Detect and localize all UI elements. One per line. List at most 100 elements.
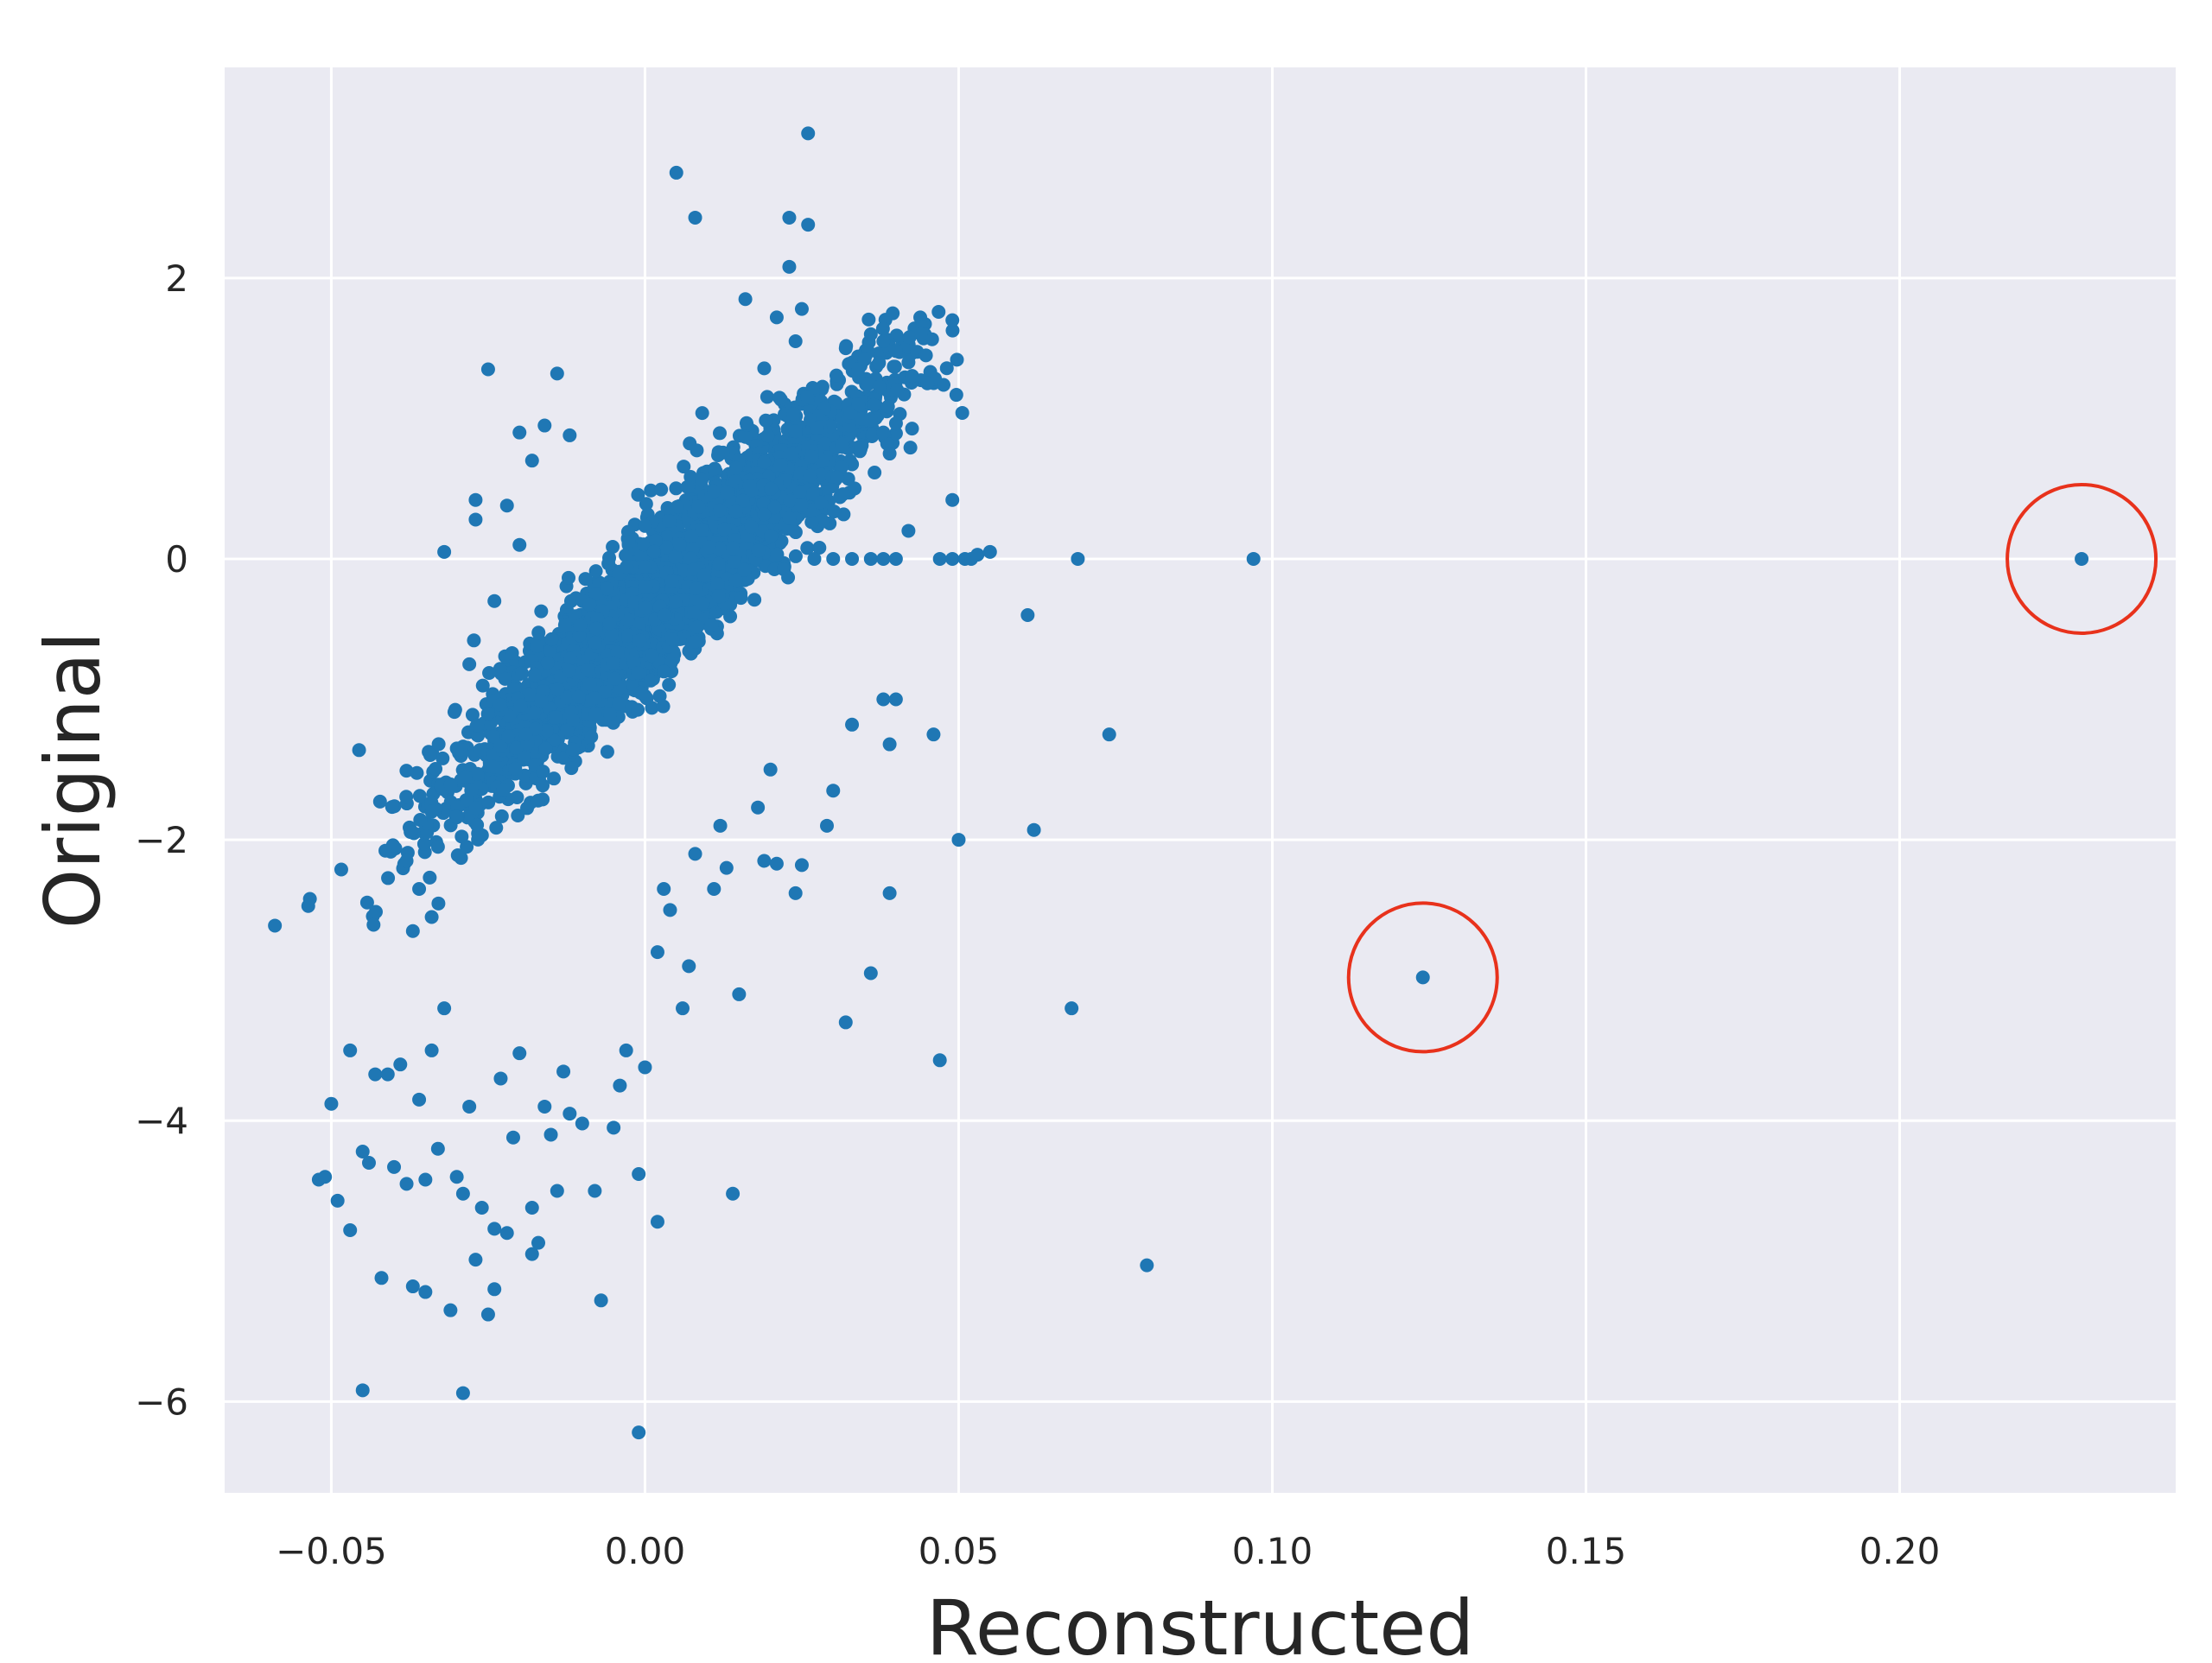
data-point xyxy=(625,676,639,691)
data-point xyxy=(468,1253,483,1267)
data-point xyxy=(668,549,683,564)
data-point xyxy=(814,495,829,510)
data-point xyxy=(588,707,602,721)
data-point xyxy=(487,1222,502,1236)
data-point xyxy=(620,560,634,574)
data-point xyxy=(872,356,887,371)
data-point xyxy=(563,428,577,442)
x-tick-label: 0.00 xyxy=(605,1530,686,1572)
data-point xyxy=(559,690,574,705)
data-point xyxy=(788,525,803,540)
data-point xyxy=(662,677,677,692)
data-point xyxy=(788,333,803,348)
data-point xyxy=(982,544,997,559)
data-point xyxy=(677,460,691,474)
data-point xyxy=(607,671,622,686)
data-point xyxy=(366,917,381,932)
data-point xyxy=(690,619,704,634)
data-point xyxy=(794,858,809,873)
data-point xyxy=(688,635,702,650)
data-point xyxy=(499,1226,514,1241)
data-point xyxy=(637,537,652,552)
data-point xyxy=(857,352,872,367)
data-point xyxy=(487,593,502,608)
data-point xyxy=(412,789,427,803)
data-point xyxy=(695,406,709,421)
data-point xyxy=(785,407,800,422)
data-point xyxy=(531,793,545,808)
data-point xyxy=(875,321,890,336)
data-point xyxy=(901,524,916,538)
data-point xyxy=(537,1099,552,1114)
data-point xyxy=(493,1071,508,1086)
data-point xyxy=(501,729,516,744)
data-point xyxy=(854,441,868,456)
data-point xyxy=(632,1166,646,1181)
data-point xyxy=(920,376,935,390)
data-point xyxy=(888,692,903,707)
data-point xyxy=(343,1043,358,1057)
data-point xyxy=(588,564,603,579)
data-point xyxy=(474,1201,489,1215)
data-point xyxy=(619,1043,633,1057)
data-point xyxy=(783,493,798,508)
data-point xyxy=(588,1184,602,1198)
data-point xyxy=(547,771,562,786)
data-point xyxy=(493,697,507,712)
data-point xyxy=(517,750,531,765)
data-point xyxy=(792,485,807,499)
data-point xyxy=(606,540,620,555)
data-point xyxy=(695,473,709,487)
data-point xyxy=(387,1159,402,1174)
data-point xyxy=(788,549,803,563)
data-point xyxy=(449,1170,464,1184)
data-point xyxy=(888,344,903,359)
data-point xyxy=(638,559,652,574)
data-point xyxy=(632,1425,646,1440)
data-point xyxy=(827,505,842,519)
highlight-circles xyxy=(1346,482,2158,1054)
data-point xyxy=(815,513,830,528)
data-point xyxy=(654,482,669,497)
data-points xyxy=(268,126,2089,1440)
data-point xyxy=(566,742,581,757)
data-point xyxy=(462,1099,477,1114)
highlight-circle xyxy=(1346,901,1499,1054)
data-point xyxy=(712,541,727,555)
data-point xyxy=(711,589,726,604)
data-point xyxy=(524,1201,539,1215)
data-point xyxy=(594,1293,608,1308)
data-point xyxy=(734,591,748,606)
data-point xyxy=(443,778,458,792)
data-point xyxy=(696,568,711,583)
data-point xyxy=(872,379,887,394)
data-point xyxy=(429,762,443,777)
data-point xyxy=(418,1172,433,1187)
data-point xyxy=(470,766,485,781)
data-point xyxy=(381,871,396,885)
data-point xyxy=(631,702,645,717)
data-point xyxy=(702,540,716,555)
data-point xyxy=(482,666,497,681)
data-point xyxy=(399,764,414,778)
data-point xyxy=(613,1078,627,1093)
data-point xyxy=(711,556,726,571)
data-point xyxy=(359,895,374,910)
y-tick-label: 2 xyxy=(165,257,188,300)
data-point xyxy=(882,737,897,752)
data-point xyxy=(772,390,787,405)
data-point xyxy=(399,1177,414,1191)
data-point xyxy=(505,645,519,660)
data-point xyxy=(603,707,618,721)
data-point xyxy=(471,728,486,743)
data-point xyxy=(410,765,424,780)
data-point xyxy=(431,737,446,752)
data-point xyxy=(639,580,653,594)
data-point xyxy=(657,881,671,896)
data-point xyxy=(669,165,683,180)
data-point xyxy=(662,513,677,528)
data-point xyxy=(399,790,414,804)
data-point xyxy=(518,727,533,741)
data-point xyxy=(458,770,473,784)
data-point xyxy=(467,633,481,648)
